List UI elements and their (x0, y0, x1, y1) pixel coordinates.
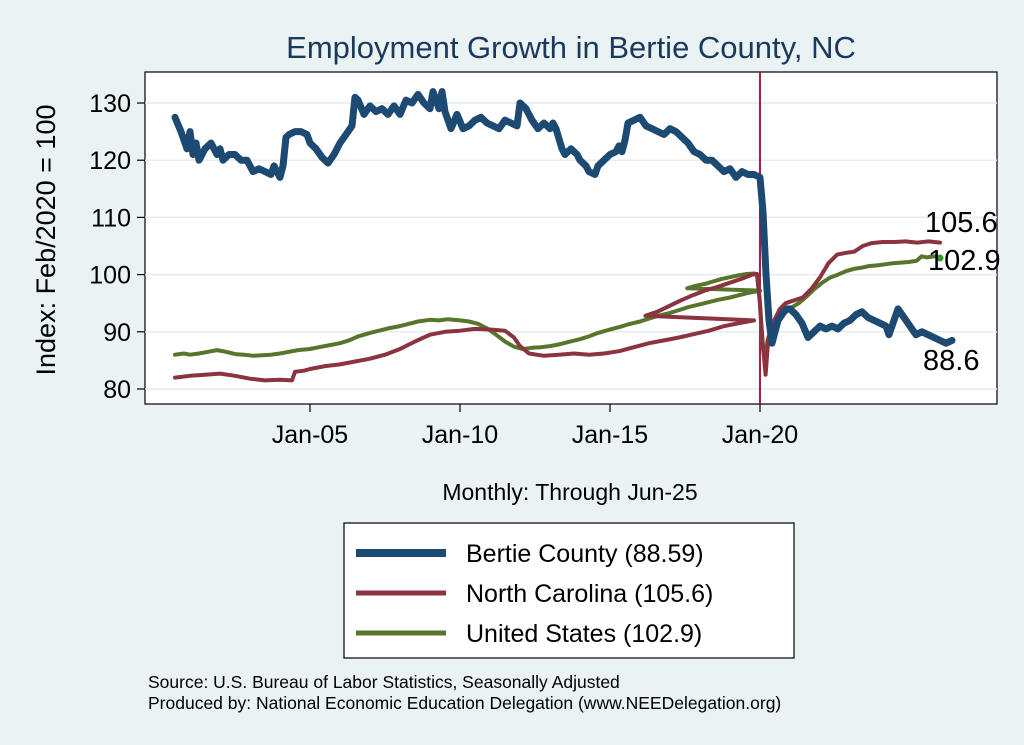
x-tick-label: Jan-05 (272, 421, 348, 449)
us-endpoint-marker (936, 254, 944, 262)
end-label-north-carolina: 105.6 (925, 207, 998, 239)
legend-label: North Carolina (105.6) (466, 580, 713, 608)
y-tick-label: 80 (103, 376, 131, 404)
y-axis-label: Index: Feb/2020 = 100 (31, 105, 61, 376)
series-line-bertie-county (171, 88, 956, 347)
source-note: Source: U.S. Bureau of Labor Statistics,… (148, 672, 620, 692)
y-tick-label: 100 (89, 262, 131, 290)
series-line-united-states (173, 254, 942, 363)
x-axis-subtitle: Monthly: Through Jun-25 (442, 479, 697, 505)
legend-label: Bertie County (88.59) (466, 540, 704, 568)
producer-note: Produced by: National Economic Education… (148, 693, 781, 713)
y-tick-label: 120 (89, 147, 131, 175)
x-tick-label: Jan-20 (722, 421, 798, 449)
legend: Bertie County (88.59) North Carolina (105… (356, 540, 713, 648)
end-label-united-states: 102.9 (928, 245, 1001, 277)
y-axis-ticks: 80 90 100 110 120 130 (89, 90, 145, 404)
y-tick-label: 130 (89, 90, 131, 118)
y-tick-label: 90 (103, 319, 131, 347)
legend-label: United States (102.9) (466, 620, 702, 648)
x-axis-ticks: Jan-05 Jan-10 Jan-15 Jan-20 (272, 404, 798, 449)
series-lines (171, 88, 956, 383)
x-tick-label: Jan-10 (422, 421, 498, 449)
y-tick-label: 110 (91, 204, 131, 232)
series-line-north-carolina (173, 239, 942, 383)
x-tick-label: Jan-15 (572, 421, 648, 449)
end-label-bertie-county: 88.6 (923, 345, 979, 377)
plot-area (144, 71, 998, 405)
end-labels: 105.6 102.9 88.6 (923, 207, 1001, 377)
chart-title: Employment Growth in Bertie County, NC (286, 30, 856, 65)
